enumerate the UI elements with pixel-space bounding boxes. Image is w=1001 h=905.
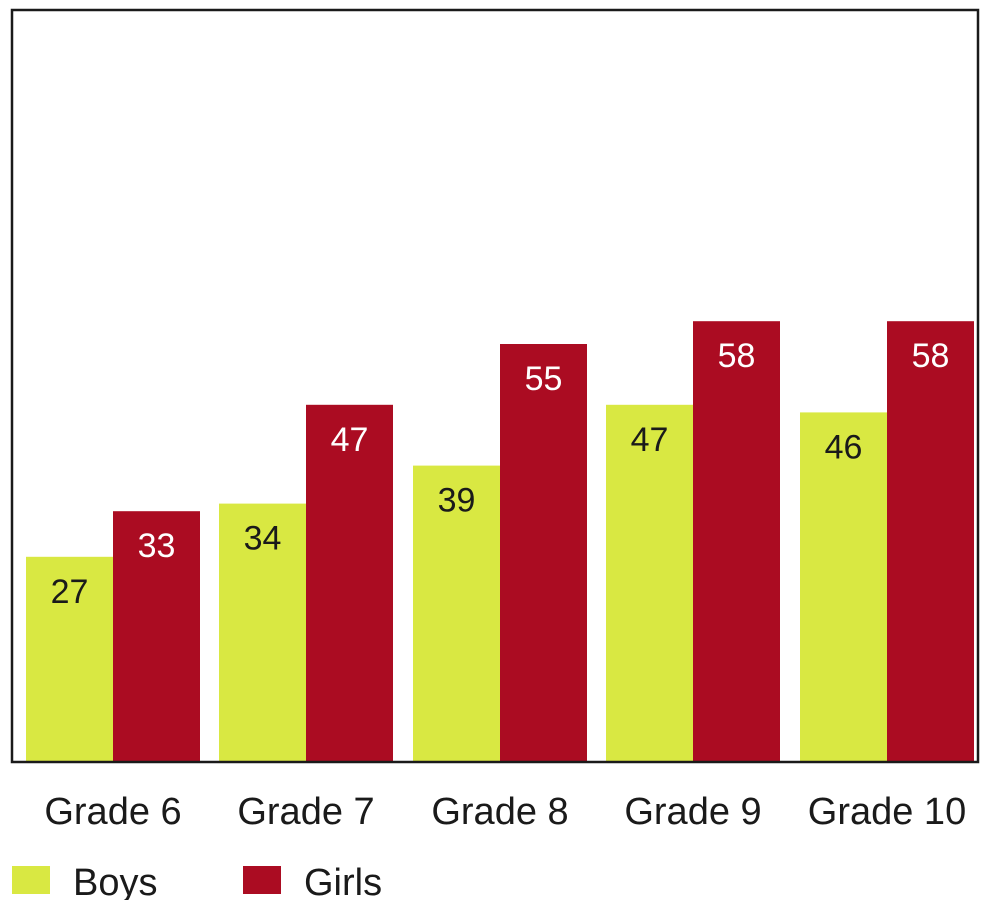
- x-tick-label-grade-9: Grade 9: [624, 791, 761, 833]
- value-label-boys-grade-9: 47: [631, 421, 669, 459]
- value-label-girls-grade-10: 58: [912, 337, 950, 375]
- legend-label-boys: Boys: [73, 862, 157, 900]
- bar-boys-grade-10: [800, 412, 887, 762]
- x-tick-label-grade-7: Grade 7: [237, 791, 374, 833]
- value-label-boys-grade-6: 27: [51, 573, 89, 611]
- value-label-girls-grade-6: 33: [138, 527, 176, 565]
- legend: Boys Girls: [12, 862, 382, 904]
- value-label-girls-grade-7: 47: [331, 421, 369, 459]
- bar-boys-grade-9: [606, 404, 693, 762]
- bar-girls-grade-7: [306, 404, 393, 762]
- legend-swatch-girls: [243, 866, 281, 894]
- value-label-girls-grade-8: 55: [525, 360, 563, 398]
- value-label-boys-grade-8: 39: [438, 482, 476, 520]
- bars-layer: [26, 321, 974, 762]
- bar-boys-grade-7: [219, 503, 306, 762]
- bar-girls-grade-9: [693, 321, 780, 762]
- plot-frame: [10, 8, 980, 764]
- value-label-girls-grade-9: 58: [718, 337, 756, 375]
- legend-label-girls: Girls: [304, 862, 382, 900]
- bar-girls-grade-10: [887, 321, 974, 762]
- legend-swatch-boys: [12, 866, 50, 894]
- x-axis-tick-labels: Grade 6 Grade 7 Grade 8 Grade 9 Grade 10: [44, 791, 966, 833]
- x-tick-label-grade-6: Grade 6: [44, 791, 181, 833]
- bar-boys-grade-8: [413, 465, 500, 762]
- value-labels-layer: 27 33 34 47 39 55 47 58 46 58: [51, 337, 950, 611]
- bar-girls-grade-6: [113, 511, 200, 762]
- bar-boys-grade-6: [26, 556, 113, 762]
- x-tick-label-grade-10: Grade 10: [808, 791, 966, 833]
- x-tick-label-grade-8: Grade 8: [431, 791, 568, 833]
- value-label-boys-grade-7: 34: [244, 520, 282, 558]
- value-label-boys-grade-10: 46: [825, 428, 863, 466]
- bar-girls-grade-8: [500, 344, 587, 762]
